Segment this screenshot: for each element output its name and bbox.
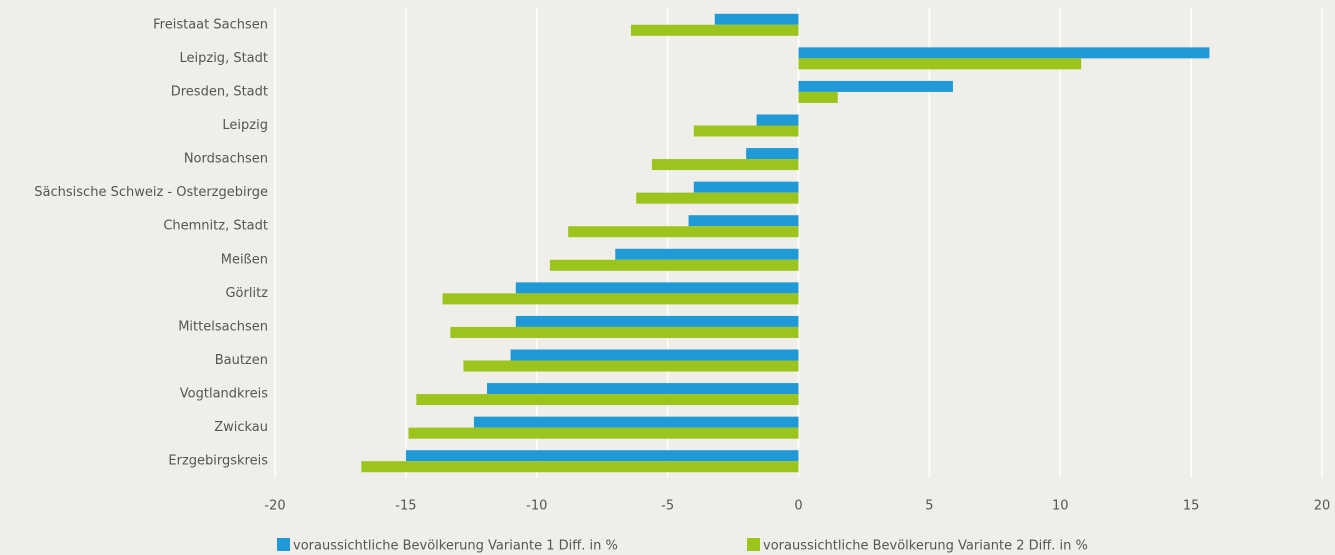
x-tick-label: 5 [925,499,933,514]
y-tick-label: Bautzen [215,353,268,368]
bar [651,159,799,171]
bar [473,416,799,428]
bar [693,181,799,193]
bar [714,13,799,25]
bar [615,248,799,260]
y-tick-label: Mittelsachsen [178,319,268,334]
y-tick-label: Chemnitz, Stadt [163,219,268,234]
bar [510,349,799,361]
y-tick-label: Sächsische Schweiz - Osterzgebirge [34,185,268,200]
x-tick-label: -15 [395,499,416,514]
bar [450,326,799,338]
y-tick-label: Erzgebirgskreis [168,454,268,469]
bar [630,24,799,36]
y-tick-label: Zwickau [214,420,268,435]
bar [688,215,799,227]
x-tick-label: -5 [661,499,674,514]
bar [549,259,799,271]
bar [416,394,799,406]
bar [487,383,799,395]
legend-label: voraussichtliche Bevölkerung Variante 1 … [293,539,618,554]
bar [405,450,799,462]
bar [463,360,799,372]
y-tick-label: Görlitz [225,286,268,301]
y-tick-label: Meißen [221,252,268,267]
x-tick-label: 0 [794,499,802,514]
legend-swatch [277,538,290,551]
y-tick-label: Dresden, Stadt [171,84,268,99]
bar [798,58,1082,70]
y-tick-label: Leipzig [222,118,268,133]
y-tick-label: Vogtlandkreis [180,387,268,402]
bar [408,427,799,439]
bar [515,282,799,294]
x-tick-label: -20 [264,499,285,514]
y-tick-label: Nordsachsen [184,152,268,167]
x-tick-label: 20 [1314,499,1331,514]
bar [568,226,799,238]
x-tick-label: 15 [1183,499,1200,514]
bar [361,461,799,473]
bar [798,47,1210,59]
y-tick-label: Freistaat Sachsen [153,17,268,32]
y-tick-label: Leipzig, Stadt [180,51,269,66]
legend-swatch [747,538,760,551]
bar [442,293,799,305]
bar [756,114,799,126]
bar [746,148,799,160]
bar [693,125,799,137]
x-tick-label: 10 [1052,499,1069,514]
bar [798,91,838,103]
x-tick-label: -10 [526,499,547,514]
bar [515,315,799,327]
bar [798,80,953,92]
bar [636,192,799,204]
legend-label: voraussichtliche Bevölkerung Variante 2 … [763,539,1088,554]
